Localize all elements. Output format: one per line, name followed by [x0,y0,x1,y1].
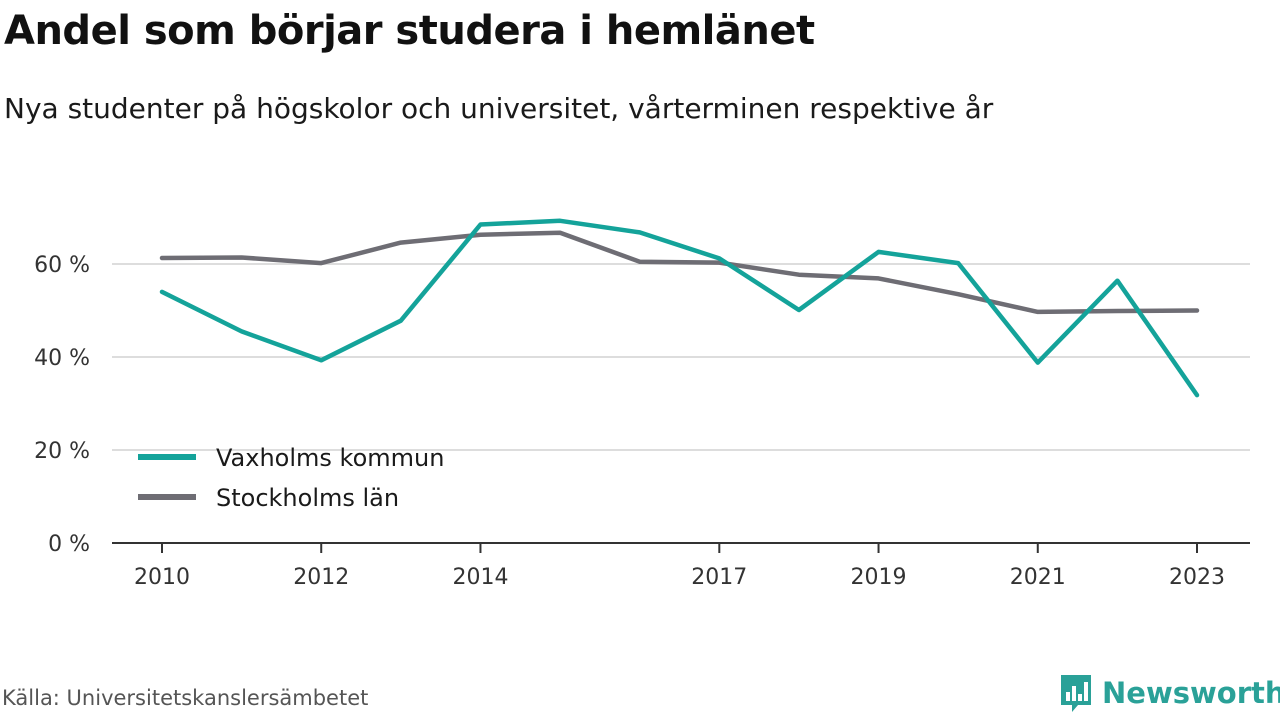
series-layer [159,218,1200,398]
axis-layer: 0 % 20 % 40 % 60 % 2010 2012 2014 2017 2019 2021 2… [34,253,1250,590]
legend-label: Stockholms län [216,484,399,512]
y-tick-label: 40 % [34,346,90,371]
x-tick-label: 2023 [1169,565,1225,590]
brand-logo[interactable]: Newsworthy [1058,672,1280,714]
chart-title: Andel som börjar studera i hemlänet [4,8,815,54]
newsworthy-logo-icon [1061,675,1091,712]
grid-layer [112,263,1250,451]
source-note: Källa: Universitetskanslersämbetet [2,686,369,710]
legend-layer: Vaxholms kommun Stockholms län [138,444,444,512]
y-tick-label: 20 % [34,439,90,464]
x-tick-label: 2017 [691,565,747,590]
series-line-vaxholms-kommun [159,218,1200,398]
brand-name: Newsworthy [1102,676,1280,710]
legend-label: Vaxholms kommun [216,444,444,472]
x-tick-label: 2019 [851,565,907,590]
x-tick-label: 2014 [452,565,508,590]
line-chart: 0 % 20 % 40 % 60 % 2010 2012 2014 2017 2019 2021 2… [34,218,1250,590]
y-tick-label: 0 % [48,532,90,557]
y-tick-label: 60 % [34,253,90,278]
x-tick-label: 2012 [293,565,349,590]
chart-subtitle: Nya studenter på högskolor och universit… [4,92,994,125]
x-tick-label: 2010 [134,565,190,590]
x-tick-label: 2021 [1010,565,1066,590]
series-line-stockholms-l-n [159,230,1200,315]
